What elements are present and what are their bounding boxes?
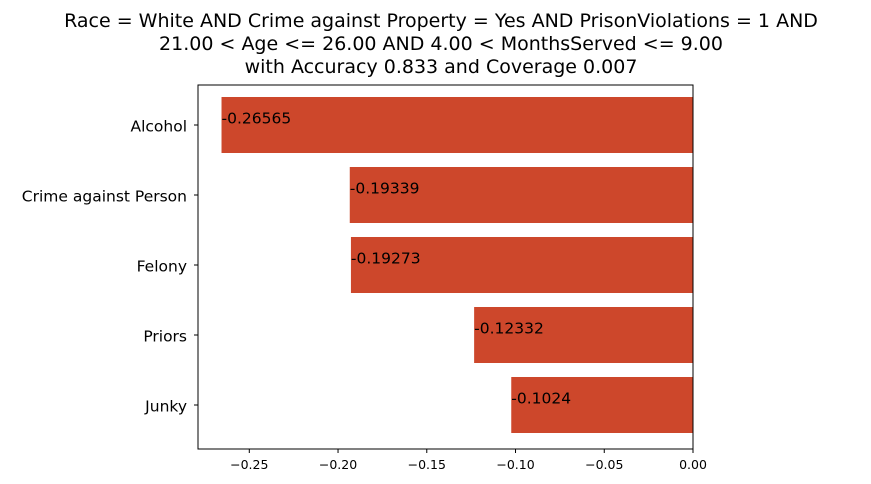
x-tick-label-2: −0.15 [408, 457, 446, 472]
bar-3 [474, 307, 693, 363]
chart-title-line-3: with Accuracy 0.833 and Coverage 0.007 [245, 56, 638, 78]
data-label-2: -0.19273 [351, 250, 421, 268]
category-labels: Alcohol Crime against Person Felony Priors J… [22, 118, 198, 416]
category-label-4: Junky [144, 398, 187, 416]
x-axis: −0.25 −0.20 −0.15 −0.10 −0.05 0.00 [230, 449, 707, 472]
category-label-3: Priors [143, 328, 187, 346]
data-labels: -0.26565 -0.19339 -0.19273 -0.12332 -0.1024 [222, 110, 572, 408]
category-label-1: Crime against Person [22, 188, 187, 206]
chart-title: Race = White AND Crime against Property … [64, 10, 818, 78]
data-label-0: -0.26565 [222, 110, 292, 128]
x-tick-label-5: 0.00 [679, 457, 707, 472]
bar-4 [511, 377, 693, 433]
category-label-0: Alcohol [130, 118, 187, 136]
chart-title-line-1: Race = White AND Crime against Property … [64, 10, 818, 32]
category-label-2: Felony [137, 258, 187, 276]
bar-1 [349, 167, 693, 223]
data-label-3: -0.12332 [474, 320, 544, 338]
data-label-4: -0.1024 [511, 390, 571, 408]
chart-title-line-2: 21.00 < Age <= 26.00 AND 4.00 < MonthsSe… [159, 33, 723, 55]
bar-2 [350, 237, 693, 293]
x-tick-label-4: −0.05 [585, 457, 623, 472]
bar-0 [221, 97, 694, 153]
x-tick-label-1: −0.20 [319, 457, 357, 472]
x-tick-label-0: −0.25 [230, 457, 268, 472]
bars [221, 97, 694, 433]
x-tick-label-3: −0.10 [496, 457, 534, 472]
data-label-1: -0.19339 [350, 180, 420, 198]
plot-frame [197, 84, 694, 450]
